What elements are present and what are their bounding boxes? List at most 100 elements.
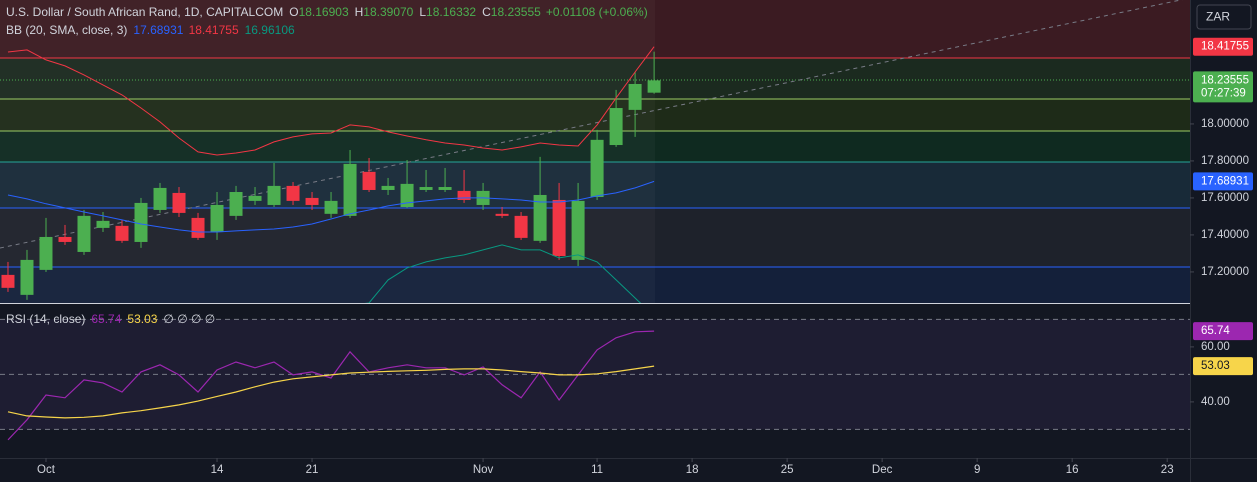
legend-item: 18.16332 [426, 5, 476, 19]
candle-body [514, 215, 528, 238]
overlay-layer: ZAR 18.00000 17.80000 17.60000 17.40000 17.2… [37, 4, 1253, 476]
rsi-line [7, 330, 655, 441]
x-tick-label: Nov [473, 464, 494, 476]
candle-body [229, 192, 243, 216]
candle-body [172, 192, 186, 213]
y-tick-label: 17.60000 [1201, 192, 1249, 204]
x-tick-label: Dec [872, 464, 893, 476]
legend-item: L [419, 5, 426, 19]
price-badge-label: 65.74 [1201, 325, 1230, 337]
price-badge-label: 18.41755 [1201, 41, 1249, 53]
candle-body [419, 187, 433, 190]
legend-item: H [355, 5, 364, 19]
rsi-line [7, 365, 655, 419]
legend-item: +0.01108 (+0.06%) [546, 5, 648, 19]
legend-item: 18.41755 [189, 23, 239, 37]
candle-body [533, 194, 547, 241]
candle-body [362, 171, 376, 190]
candle-body [400, 183, 414, 207]
history-shade [0, 0, 655, 303]
y-tick-label: 17.20000 [1201, 266, 1249, 278]
zone [0, 58, 1190, 99]
candle-body [1, 274, 15, 288]
legend-item: U.S. Dollar / South African Rand, 1D, CA… [6, 5, 283, 19]
trend-line [0, 0, 1183, 249]
candle-body [267, 185, 281, 205]
legend-item: 18.39070 [363, 5, 413, 19]
legend-row: U.S. Dollar / South African Rand, 1D, CA… [6, 5, 648, 19]
candle-body [381, 185, 395, 190]
price-badge-label: 18.23555 [1201, 74, 1249, 86]
band-line [364, 244, 642, 303]
candle-body [647, 80, 661, 93]
price-badge [1193, 37, 1253, 56]
band-line [7, 46, 655, 156]
candle-body [609, 108, 623, 146]
candle-body [438, 187, 452, 190]
candle-body [343, 163, 357, 216]
x-tick-label: Oct [37, 464, 56, 476]
y-tick-label: 40.00 [1201, 396, 1230, 408]
legend-item: 65.74 [91, 312, 121, 326]
candle-body [590, 139, 604, 198]
price-badge-label: 17.68931 [1201, 175, 1249, 187]
currency-box[interactable] [1196, 4, 1252, 30]
candle-body [248, 195, 262, 201]
price-badge-label: 53.03 [1201, 360, 1230, 372]
candle-body [153, 187, 167, 210]
y-tick-label: 60.00 [1201, 341, 1230, 353]
candle-body [324, 200, 338, 214]
candle-body [20, 259, 34, 295]
legend-item: 18.23555 [491, 5, 541, 19]
legend-item: C [482, 5, 491, 19]
candle-body [210, 204, 224, 232]
y-tick-label: 18.00000 [1201, 118, 1249, 130]
x-tick-label: 14 [211, 464, 224, 476]
candle-body [58, 236, 72, 242]
y-tick-label: 17.40000 [1201, 229, 1249, 241]
candle-body [115, 225, 129, 241]
countdown: 07:27:39 [1201, 87, 1246, 99]
rsi-pane [0, 318, 1190, 441]
legend-item: 17.68931 [133, 23, 183, 37]
zone [0, 99, 1190, 131]
candle-body [96, 220, 110, 228]
main-pane [1, 46, 661, 303]
candle-body [77, 215, 91, 252]
price-badge [1193, 322, 1253, 341]
x-tick-label: 11 [591, 464, 603, 476]
legend-item: O [289, 5, 298, 19]
legend-row: RSI (14, close) 65.74 53.03 ∅ ∅ ∅ ∅ [6, 312, 215, 326]
candle-body [134, 202, 148, 242]
price-badge [1193, 357, 1253, 376]
legend-item: 16.96106 [245, 23, 295, 37]
legend: U.S. Dollar / South African Rand, 1D, CA… [6, 5, 648, 326]
candle-body [39, 236, 53, 270]
legend-item: ∅ ∅ ∅ ∅ [163, 312, 215, 326]
legend-item: 18.16903 [299, 5, 349, 19]
price-badge [1193, 71, 1253, 103]
legend-item: 53.03 [127, 312, 157, 326]
candle-body [495, 213, 509, 216]
legend-item: BB (20, SMA, close, 3) [6, 23, 127, 37]
candle-body [457, 190, 471, 200]
candle-body [191, 217, 205, 238]
x-tick-label: 23 [1161, 464, 1174, 476]
x-tick-label: 9 [974, 464, 980, 476]
pane-divider [0, 303, 1190, 304]
price-badge [1193, 172, 1253, 191]
legend-row: BB (20, SMA, close, 3) 17.68931 18.41755 16… [6, 23, 295, 37]
x-tick-label: 25 [781, 464, 794, 476]
candle-body [286, 185, 300, 201]
x-tick-label: 21 [306, 464, 319, 476]
legend-item: RSI (14, close) [6, 312, 85, 326]
candle-body [552, 199, 566, 257]
x-tick-label: 16 [1066, 464, 1079, 476]
zone [0, 0, 1190, 58]
zone [0, 267, 1190, 303]
x-tick-label: 18 [686, 464, 699, 476]
candle-body [628, 83, 642, 110]
currency: ZAR [1206, 10, 1230, 24]
